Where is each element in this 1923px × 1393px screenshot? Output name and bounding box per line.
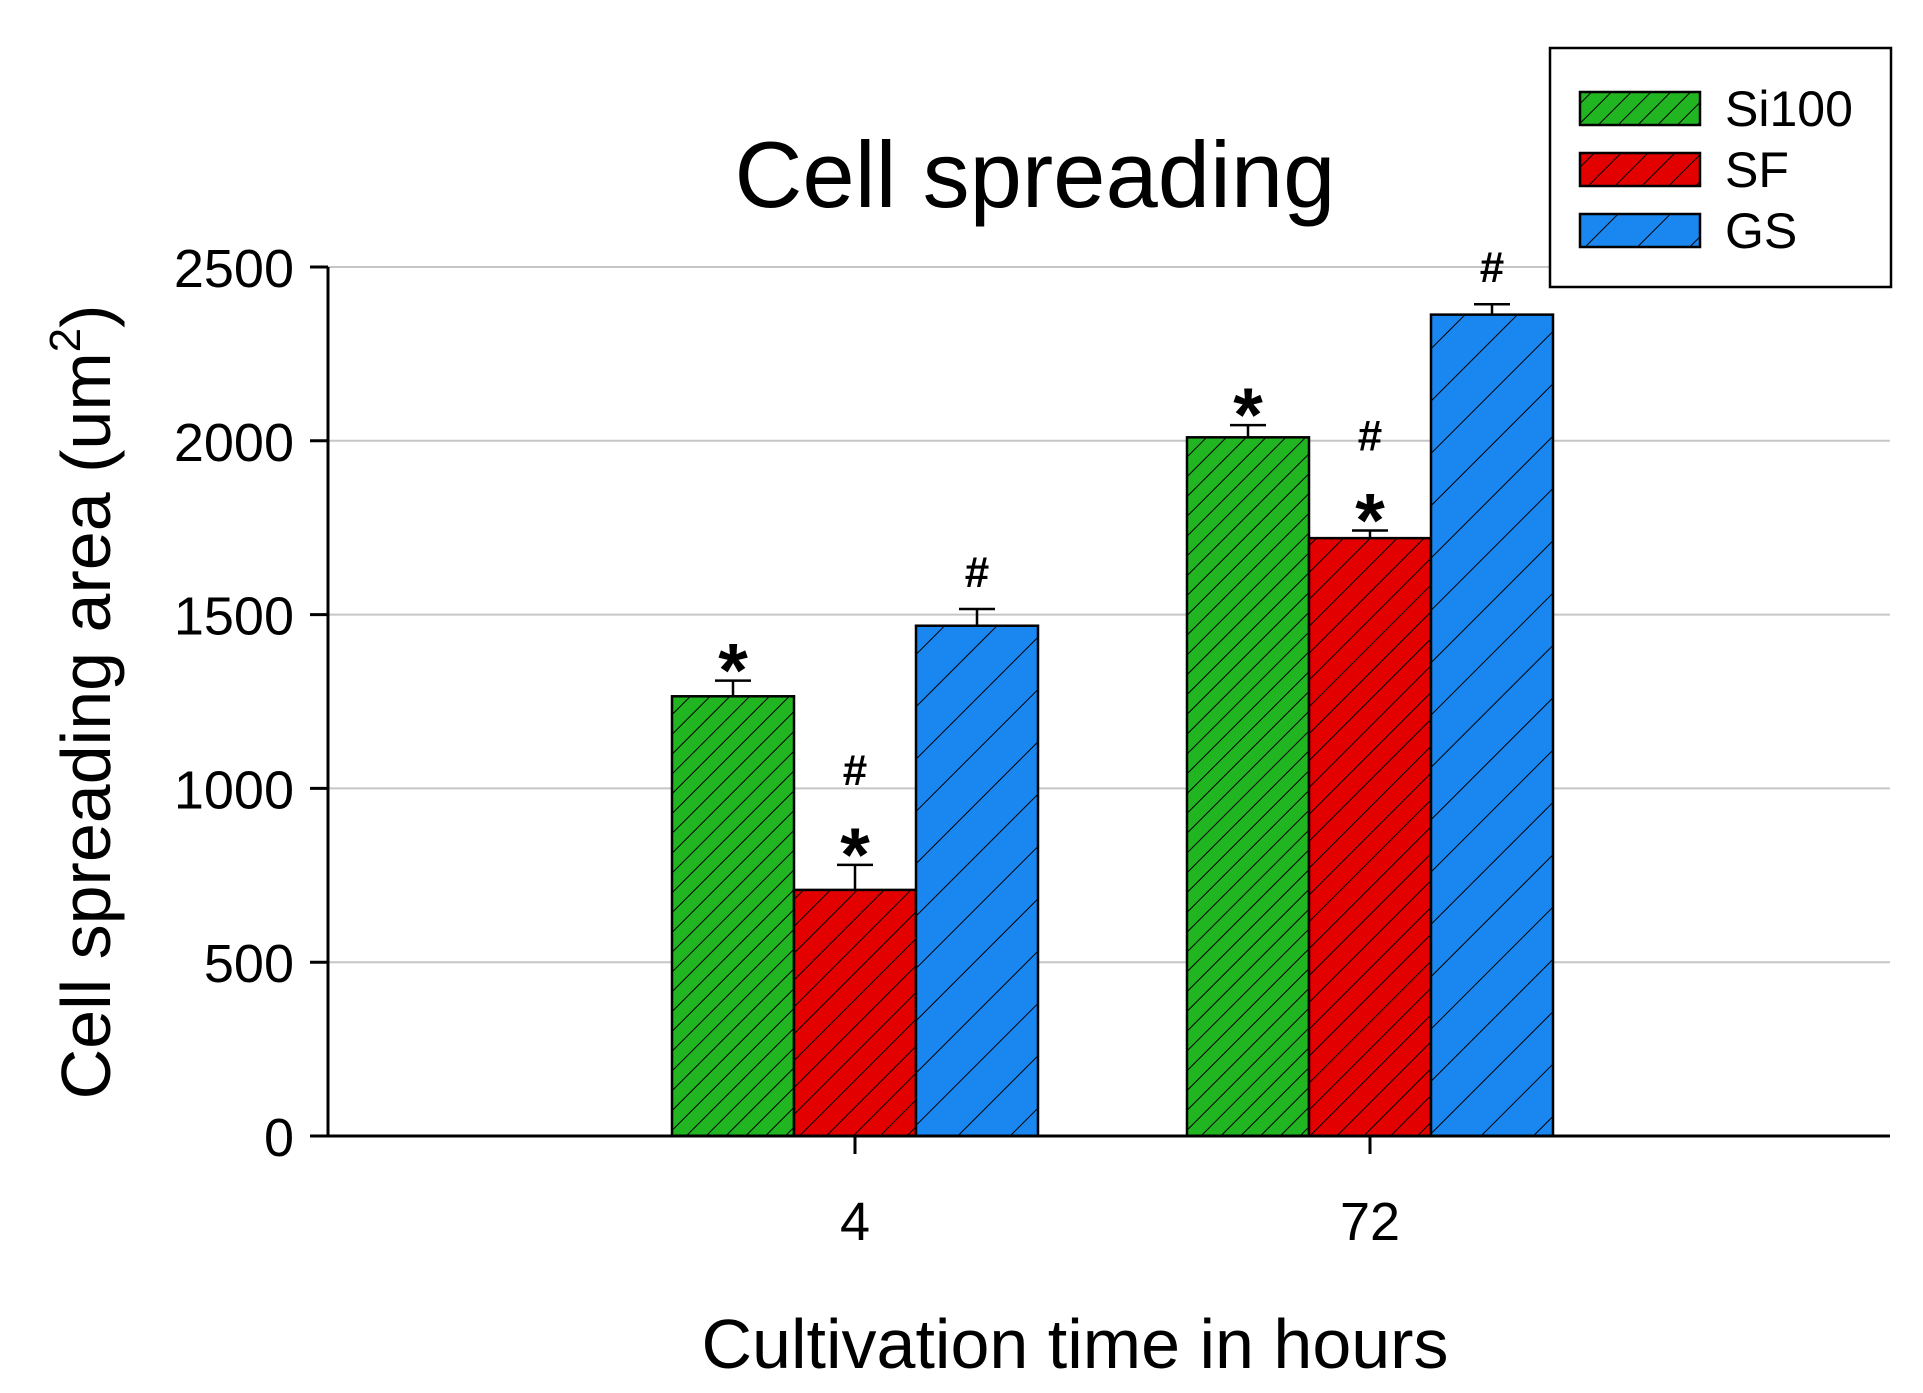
chart-title: Cell spreading [735,122,1336,227]
x-axis-label: Cultivation time in hours [702,1305,1449,1383]
error-bar-gs-72 [1474,302,1510,315]
significance-marker: # [843,746,867,795]
y-tick-label: 500 [204,934,294,994]
y-tick-label: 2000 [174,413,294,473]
y-axis-label-main: Cell spreading area (um [47,352,125,1099]
legend-label-gs: GS [1725,203,1797,259]
x-tick-label: 4 [840,1192,870,1252]
bars: * * # # * * # # [670,243,1555,1138]
y-tick-label: 1500 [174,587,294,647]
legend-label-si100: Si100 [1725,81,1853,137]
bar-gs-4 [914,624,1040,1138]
legend-label-sf: SF [1725,142,1789,198]
error-bar-gs-4 [959,607,995,626]
significance-marker: * [840,813,870,898]
y-axis-label-close: ) [47,305,125,328]
legend-swatch-gs [1578,212,1702,249]
bar-sf-72 [1307,536,1433,1138]
x-tick-label: 72 [1340,1192,1400,1252]
error-bar-sf-4 [837,863,873,890]
bar-si100-72 [1185,436,1311,1138]
y-tick-label: 1000 [174,760,294,820]
legend-swatch-sf [1578,151,1702,188]
bar-sf-4 [792,888,918,1138]
significance-marker: * [718,629,748,714]
y-tick-label: 0 [264,1108,294,1168]
significance-marker: # [1480,243,1504,292]
bar-si100-4 [670,695,796,1138]
error-bar-sf-72 [1352,529,1388,539]
bar-gs-72 [1429,313,1555,1138]
y-axis-label-superscript: 2 [41,328,90,352]
y-tick-label: 2500 [174,239,294,299]
legend-swatch-si100 [1578,90,1702,127]
significance-marker: * [1355,478,1385,563]
gridlines [328,266,1890,964]
significance-marker: * [1233,373,1263,458]
error-bar-si100-72 [1230,423,1266,438]
axes: 0 500 1000 1500 2000 2500 4 72 [174,239,1890,1252]
y-axis-label: Cell spreading area (um2) [41,305,125,1100]
significance-marker: # [1358,411,1382,460]
error-bar-si100-4 [715,679,751,697]
significance-marker: # [965,548,989,597]
